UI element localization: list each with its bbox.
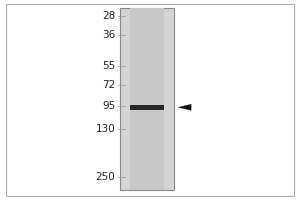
- Text: 95: 95: [102, 101, 116, 111]
- Text: 36: 36: [102, 30, 116, 40]
- Polygon shape: [178, 104, 191, 110]
- Text: 28: 28: [102, 11, 116, 21]
- Text: 130: 130: [96, 124, 116, 134]
- Text: 55: 55: [102, 61, 116, 71]
- Bar: [130, 8, 164, 190]
- Text: 250: 250: [96, 172, 116, 182]
- Bar: [120, 8, 174, 190]
- Text: 72: 72: [102, 80, 116, 90]
- Bar: [130, 105, 164, 110]
